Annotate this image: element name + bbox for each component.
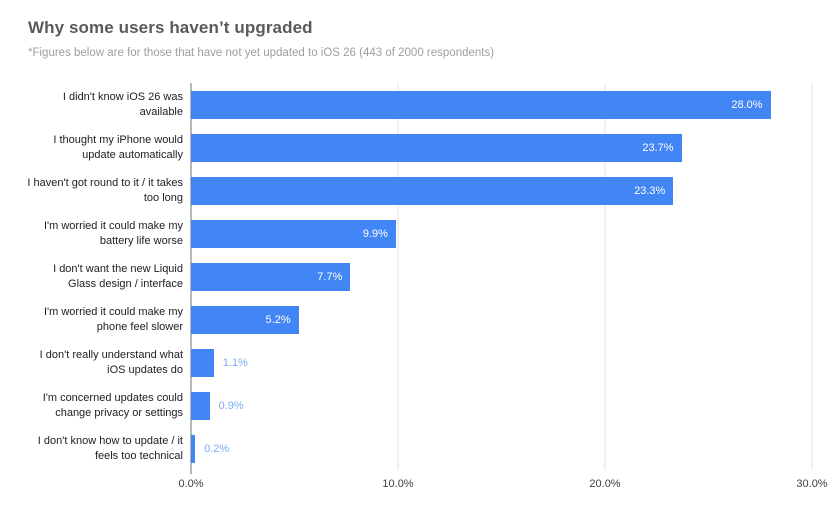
category-label: I haven't got round to it / it takes too… <box>27 176 183 204</box>
bar-track: 5.2% <box>191 298 812 341</box>
x-tick-label: 30.0% <box>796 478 828 490</box>
chart-header: Why some users haven’t upgraded *Figures… <box>0 0 840 59</box>
chart-subtitle: *Figures below are for those that have n… <box>28 47 495 59</box>
bar-row: I'm worried it could make my phone feel … <box>26 298 812 341</box>
bar-value-label: 9.9% <box>362 227 388 240</box>
bar-row: I thought my iPhone would update automat… <box>26 126 812 169</box>
bar-track: 23.7% <box>191 126 812 169</box>
category-label: I'm worried it could make my phone feel … <box>43 305 183 333</box>
bar-value-label: 0.2% <box>204 442 230 455</box>
bar-track: 9.9% <box>191 212 812 255</box>
category-label: I thought my iPhone would update automat… <box>53 133 183 161</box>
bar-chart: I didn't know iOS 26 was available 28.0%… <box>26 83 828 506</box>
bar: 9.9% <box>191 219 396 248</box>
bar-row: I'm concerned updates could change priva… <box>26 384 812 427</box>
bar-value-label: 5.2% <box>265 313 291 326</box>
x-tick-label: 0.0% <box>178 478 204 490</box>
category-label: I don't know how to update / it feels to… <box>37 434 183 462</box>
bar: 23.3% <box>191 176 674 205</box>
chart-title: Why some users haven’t upgraded <box>28 18 313 37</box>
bar-value-label: 1.1% <box>222 356 248 369</box>
bar-row: I haven't got round to it / it takes too… <box>26 169 812 212</box>
category-label: I don't really understand what iOS updat… <box>39 348 183 376</box>
bar-row: I'm worried it could make my battery lif… <box>26 212 812 255</box>
bar-track: 1.1% <box>191 341 812 384</box>
bar-track: 7.7% <box>191 255 812 298</box>
bar-row: I don't really understand what iOS updat… <box>26 341 812 384</box>
bar-track: 28.0% <box>191 83 812 126</box>
bar-value-label: 7.7% <box>317 270 343 283</box>
category-label: I don't want the new Liquid Glass design… <box>53 262 183 290</box>
bar: 5.2% <box>191 305 299 334</box>
bar-value-label: 0.9% <box>218 399 244 412</box>
plot-area: I didn't know iOS 26 was available 28.0%… <box>26 83 813 474</box>
bar-row: I don't know how to update / it feels to… <box>26 427 812 470</box>
bar-track: 23.3% <box>191 169 812 212</box>
bar: 7.7% <box>191 262 351 291</box>
bar-track: 0.9% <box>191 384 812 427</box>
x-axis: 0.0% 10.0% 20.0% 30.0% <box>178 470 827 506</box>
category-label: I didn't know iOS 26 was available <box>62 90 183 118</box>
category-label: I'm concerned updates could change priva… <box>42 391 183 419</box>
bar-row: I don't want the new Liquid Glass design… <box>26 255 812 298</box>
x-tick-label: 10.0% <box>382 478 414 490</box>
bar-value-label: 23.3% <box>634 184 666 197</box>
x-tick-label: 20.0% <box>589 478 621 490</box>
bar-row: I didn't know iOS 26 was available 28.0% <box>26 83 812 126</box>
bar-value-label: 23.7% <box>642 141 674 154</box>
bar-rows: I didn't know iOS 26 was available 28.0%… <box>26 83 812 470</box>
bar: 1.1% <box>191 348 248 377</box>
bar-track: 0.2% <box>191 427 812 470</box>
bar: 0.9% <box>191 391 244 420</box>
bar: 23.7% <box>191 133 682 162</box>
category-label: I'm worried it could make my battery lif… <box>43 219 183 247</box>
bar: 28.0% <box>191 90 771 119</box>
bar: 0.2% <box>191 434 229 463</box>
bar-value-label: 28.0% <box>731 98 763 111</box>
